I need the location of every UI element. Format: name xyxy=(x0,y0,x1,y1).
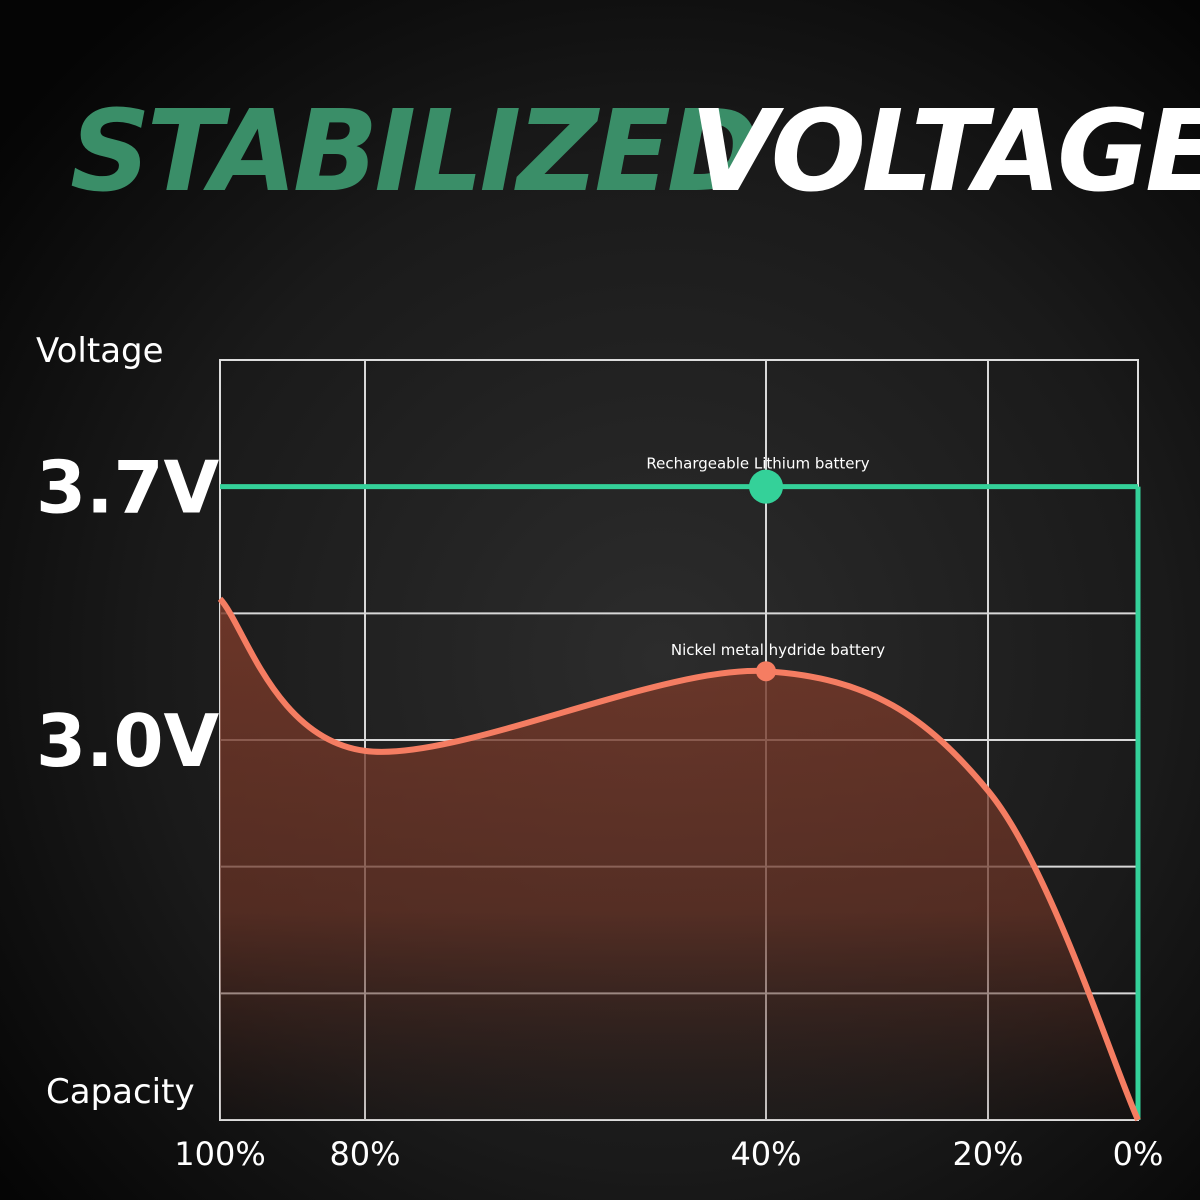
x-axis-title: Capacity xyxy=(46,1072,195,1112)
x-tick-label: 80% xyxy=(329,1135,400,1173)
series-label: Nickel metal hydride battery xyxy=(671,641,885,659)
y-tick-label: 3.0V xyxy=(36,699,220,783)
y-axis-title: Voltage xyxy=(36,331,164,371)
x-tick-label: 0% xyxy=(1113,1135,1164,1173)
x-tick-label: 100% xyxy=(174,1135,265,1173)
series-dot xyxy=(749,469,783,504)
area-fill xyxy=(220,598,1138,1120)
series-dot xyxy=(756,661,776,682)
y-tick-label: 3.7V xyxy=(36,446,220,530)
chart-title: STABILIZED xyxy=(70,87,756,217)
x-tick-label: 40% xyxy=(730,1135,801,1173)
x-tick-label: 20% xyxy=(952,1135,1023,1173)
chart-title-2: VOLTAGE xyxy=(690,87,1200,217)
series-label: Rechargeable Lithium battery xyxy=(646,455,869,473)
